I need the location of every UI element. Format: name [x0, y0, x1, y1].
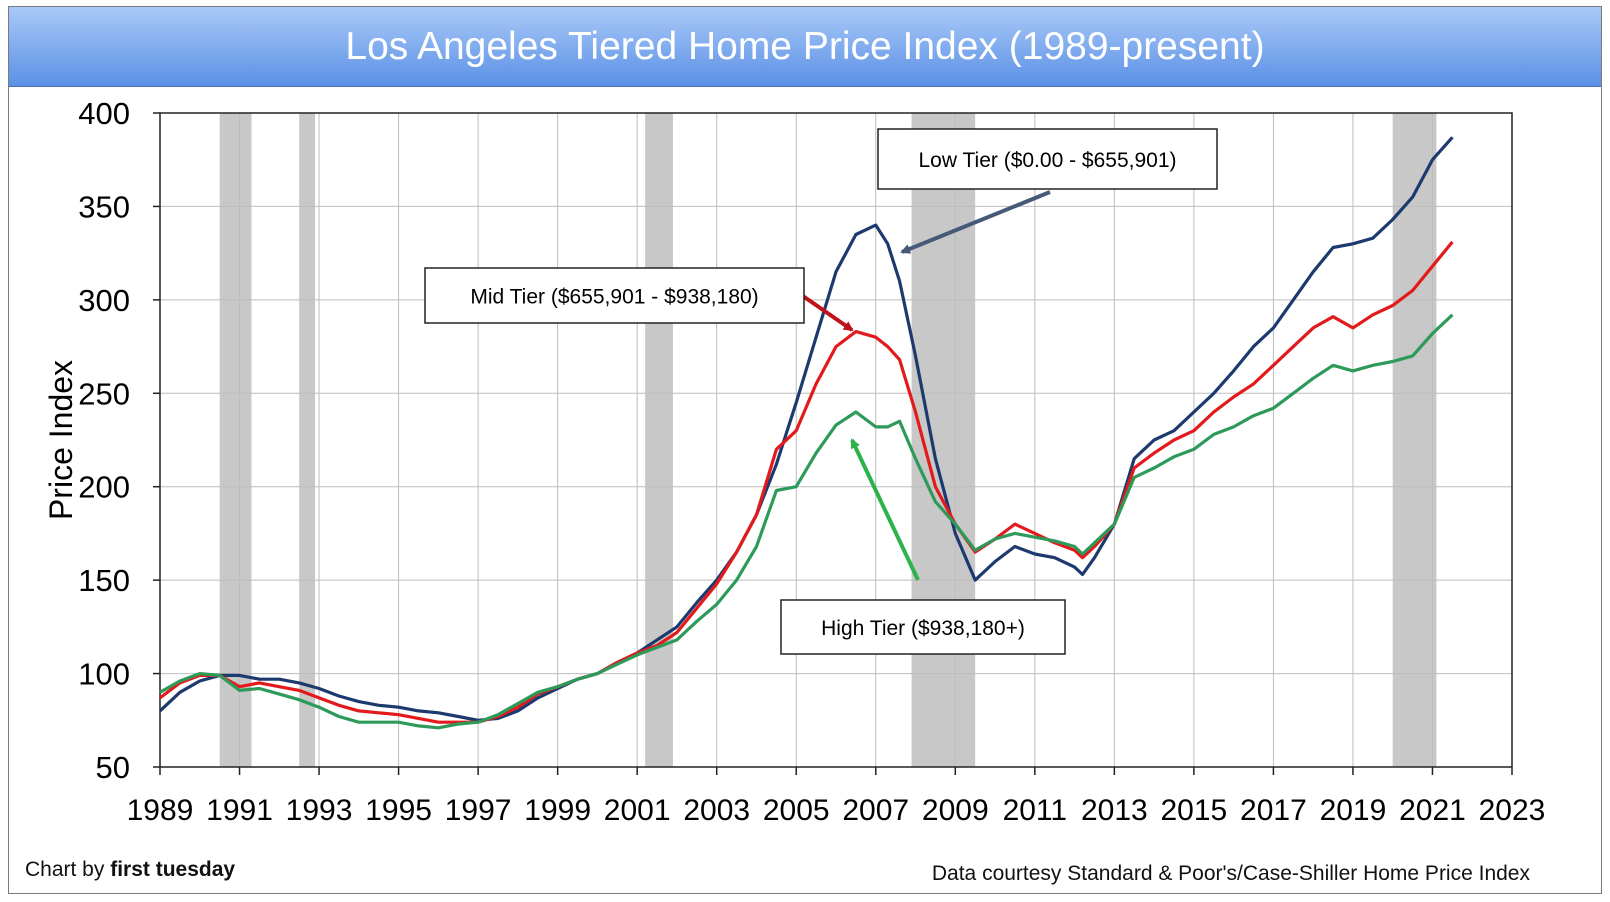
- y-tick-label: 50: [96, 750, 130, 785]
- chart-frame: Los Angeles Tiered Home Price Index (198…: [8, 6, 1602, 894]
- y-tick-label: 350: [78, 189, 130, 224]
- series-line-low-tier: [158, 136, 1454, 722]
- annotation-arrow-high-tier: [850, 438, 920, 581]
- x-tick-label: 2021: [1399, 794, 1466, 827]
- x-tick-label: 2023: [1479, 794, 1546, 827]
- series-line-mid-tier: [159, 240, 1454, 724]
- y-tick-label: 150: [78, 563, 130, 598]
- recession-band: [645, 113, 673, 767]
- recession-bands: [219, 113, 1437, 767]
- x-tick-label: 1999: [524, 794, 591, 827]
- annotation-label-mid-tier: Mid Tier ($655,901 - $938,180): [470, 286, 758, 309]
- x-tick-label: 2009: [922, 794, 989, 827]
- plot-area: [159, 112, 1513, 768]
- recession-band: [1392, 113, 1437, 767]
- x-tick-label: 2019: [1320, 794, 1387, 827]
- annotation-box-low-tier: [877, 128, 1218, 190]
- credit-brand: first tuesday: [110, 858, 236, 881]
- x-tick-label: 2017: [1240, 794, 1307, 827]
- x-tick-label: 1995: [365, 794, 432, 827]
- annotations: Low Tier ($0.00 - $655,901) Mid Tier ($65…: [424, 128, 1218, 655]
- series-line-high-tier: [159, 313, 1454, 730]
- x-tick-label: 1991: [206, 794, 273, 827]
- x-tick-label: 1989: [127, 794, 194, 827]
- annotation-arrow-low-tier: [900, 190, 1051, 254]
- recession-band: [911, 113, 976, 767]
- gridlines: [160, 113, 1512, 767]
- y-tick-label: 300: [78, 283, 130, 318]
- x-tick-label: 2013: [1081, 794, 1148, 827]
- y-tick-label: 100: [78, 657, 130, 692]
- annotation-box-high-tier: [780, 599, 1066, 655]
- y-tick-label: 200: [78, 470, 130, 505]
- recession-band: [219, 113, 252, 767]
- x-tick-label: 2011: [1003, 794, 1068, 827]
- series-lines: [158, 136, 1454, 730]
- annotation-label-low-tier: Low Tier ($0.00 - $655,901): [919, 149, 1177, 172]
- annotation-arrow-mid-tier: [798, 292, 854, 332]
- x-tick-label: 2007: [842, 794, 909, 827]
- y-axis-label: Price Index: [43, 360, 79, 520]
- chart-credit: Chart by first tuesday: [25, 858, 235, 882]
- annotation-label-high-tier: High Tier ($938,180+): [821, 617, 1025, 640]
- x-axis-ticks: 1989 1991 1993 1995 1997 1999 2001 2003 2005 2007…: [127, 767, 1546, 827]
- credit-prefix: Chart by: [25, 858, 105, 881]
- data-source-note: Data courtesy Standard & Poor's/Case-Shi…: [931, 862, 1530, 885]
- x-tick-label: 1997: [445, 794, 512, 827]
- x-tick-label: 1993: [286, 794, 353, 827]
- x-tick-label: 2001: [604, 794, 671, 827]
- recession-band: [299, 113, 316, 767]
- y-tick-label: 400: [78, 96, 130, 131]
- x-tick-label: 2003: [683, 794, 750, 827]
- title-banner: Los Angeles Tiered Home Price Index (198…: [9, 7, 1601, 87]
- y-axis-ticks: 50 100 150 200 250 300 350 400: [78, 96, 160, 785]
- y-tick-label: 250: [78, 376, 130, 411]
- x-tick-label: 2015: [1161, 794, 1228, 827]
- chart-title: Los Angeles Tiered Home Price Index (198…: [345, 25, 1265, 68]
- x-tick-label: 2005: [763, 794, 830, 827]
- annotation-box-mid-tier: [424, 267, 805, 324]
